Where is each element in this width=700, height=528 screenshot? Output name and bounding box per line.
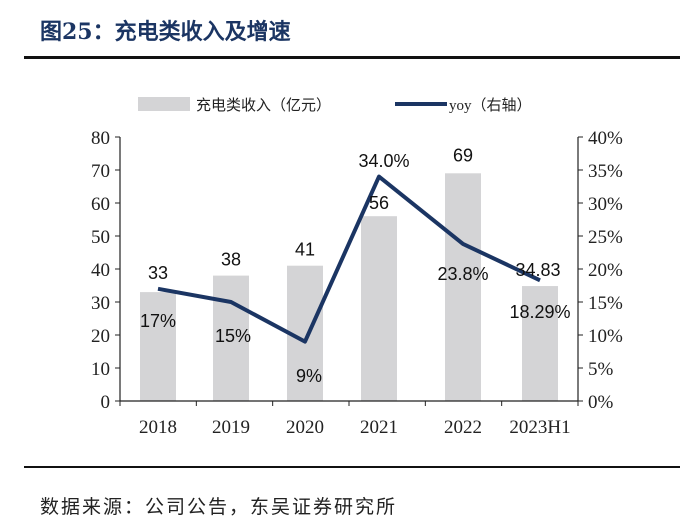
left-tick-label: 0 bbox=[101, 392, 111, 413]
top-rule bbox=[24, 56, 680, 59]
x-tick-label: 2018 bbox=[139, 417, 177, 438]
bar-data-label: 69 bbox=[453, 145, 473, 165]
bar-data-label: 33 bbox=[148, 263, 168, 283]
right-tick-label: 30% bbox=[588, 194, 623, 215]
legend-line-label: yoy（右轴） bbox=[449, 97, 532, 114]
left-tick-label: 30 bbox=[91, 293, 110, 314]
x-tick-label: 2019 bbox=[212, 417, 250, 438]
bar-data-label: 41 bbox=[295, 240, 315, 260]
right-tick-label: 40% bbox=[588, 128, 623, 149]
chart: 充电类收入（亿元） yoy（右轴） 0 10 20 30 40 50 60 70 80 0% 5% 10%… bbox=[91, 97, 623, 438]
bar-2021 bbox=[361, 216, 397, 401]
left-tick-label: 80 bbox=[91, 128, 110, 149]
right-tick-label: 35% bbox=[588, 161, 623, 182]
left-tick-label: 50 bbox=[91, 227, 110, 248]
bar-2018 bbox=[140, 292, 176, 401]
x-tick-label: 2022 bbox=[444, 417, 482, 438]
right-tick-label: 0% bbox=[588, 392, 614, 413]
left-tick-label: 60 bbox=[91, 194, 110, 215]
left-tick-label: 70 bbox=[91, 161, 110, 182]
bar-data-label: 38 bbox=[221, 250, 241, 270]
left-tick-label: 20 bbox=[91, 326, 110, 347]
left-tick-label: 40 bbox=[91, 260, 110, 281]
bar-data-label: 34.83 bbox=[515, 260, 560, 280]
x-tick-label: 2021 bbox=[360, 417, 398, 438]
bar-data-label: 56 bbox=[369, 193, 389, 213]
x-tick-label: 2023H1 bbox=[509, 417, 570, 438]
right-tick-label: 20% bbox=[588, 260, 623, 281]
left-tick-label: 10 bbox=[91, 359, 110, 380]
right-tick-label: 25% bbox=[588, 227, 623, 248]
legend-bar-swatch bbox=[138, 97, 190, 111]
right-tick-label: 10% bbox=[588, 326, 623, 347]
right-tick-label: 15% bbox=[588, 293, 623, 314]
yoy-data-label: 23.8% bbox=[437, 264, 488, 284]
yoy-data-label: 34.0% bbox=[358, 151, 409, 171]
bar-2019 bbox=[213, 275, 249, 401]
legend-bar-label: 充电类收入（亿元） bbox=[196, 97, 331, 114]
x-tick-label: 2020 bbox=[286, 417, 324, 438]
bar-2023H1 bbox=[522, 286, 558, 401]
bar-2022 bbox=[445, 173, 481, 401]
yoy-line bbox=[157, 174, 541, 344]
yoy-data-label: 17% bbox=[140, 311, 176, 331]
figure-title: 图25：充电类收入及增速 bbox=[40, 19, 291, 45]
bottom-rule bbox=[24, 466, 680, 468]
source-note: 数据来源：公司公告，东吴证券研究所 bbox=[40, 496, 398, 518]
yoy-data-label: 15% bbox=[215, 326, 251, 346]
right-tick-label: 5% bbox=[588, 359, 614, 380]
yoy-data-label: 18.29% bbox=[509, 302, 570, 322]
yoy-data-label: 9% bbox=[296, 366, 322, 386]
